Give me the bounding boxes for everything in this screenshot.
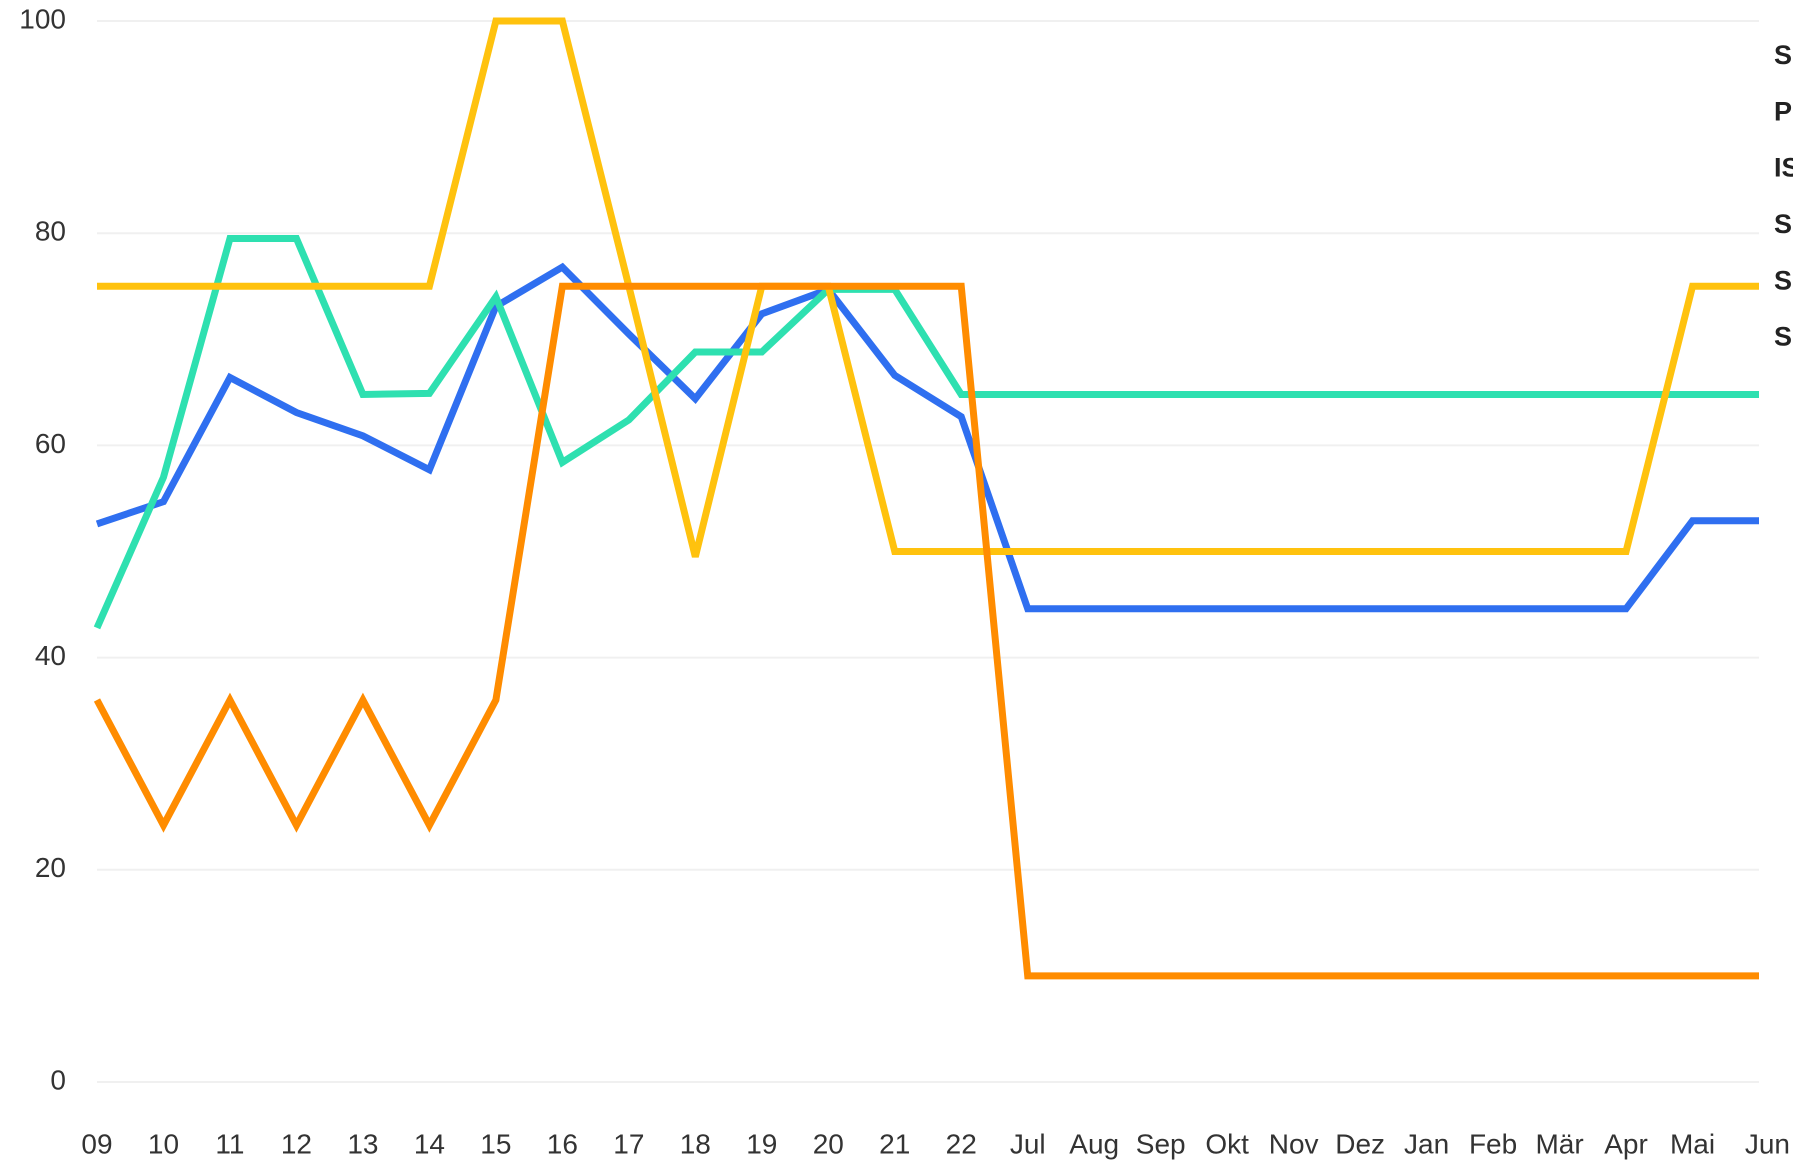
x-tick-label: 13: [347, 1128, 378, 1159]
series-line: [97, 17, 1759, 558]
x-tick-label: 14: [414, 1128, 445, 1159]
x-tick-label: Okt: [1205, 1128, 1249, 1159]
x-tick-label: 15: [480, 1128, 511, 1159]
y-tick-label: 60: [35, 428, 66, 459]
series-line: [93, 235, 1759, 630]
x-tick-label: Dez: [1335, 1128, 1385, 1159]
x-tick-label: Aug: [1069, 1128, 1119, 1159]
series-line: [93, 282, 1759, 980]
x-tick-label: Jan: [1404, 1128, 1449, 1159]
x-tick-label: 09: [81, 1128, 112, 1159]
x-tick-label: Sep: [1136, 1128, 1186, 1159]
series-line: [95, 262, 1759, 613]
x-tick-label: 21: [879, 1128, 910, 1159]
x-tick-label: Jun: [1745, 1128, 1790, 1159]
x-tick-label: 11: [215, 1128, 244, 1159]
legend-label: P: [1774, 96, 1792, 126]
y-tick-label: 80: [35, 216, 66, 247]
legend-label: S: [1774, 209, 1792, 239]
x-tick-label: 17: [613, 1128, 644, 1159]
x-tick-label: Feb: [1469, 1128, 1517, 1159]
legend-label: S: [1774, 40, 1792, 70]
x-tick-label: 12: [281, 1128, 312, 1159]
y-tick-label: 100: [19, 3, 66, 34]
x-tick-label: Nov: [1269, 1128, 1319, 1159]
x-tick-label: Jul: [1010, 1128, 1046, 1159]
x-tick-label: 22: [946, 1128, 977, 1159]
y-tick-label: 20: [35, 852, 66, 883]
x-tick-label: 19: [746, 1128, 777, 1159]
legend-label: S: [1774, 322, 1792, 352]
y-tick-label: 40: [35, 640, 66, 671]
x-tick-label: Mai: [1670, 1128, 1715, 1159]
x-tick-label: Apr: [1604, 1128, 1648, 1159]
x-tick-label: 20: [813, 1128, 844, 1159]
x-tick-label: 10: [148, 1128, 179, 1159]
legend-label: IS: [1774, 153, 1793, 183]
legend-label: S: [1774, 265, 1792, 295]
y-tick-label: 0: [50, 1064, 66, 1095]
x-tick-label: 18: [680, 1128, 711, 1159]
x-tick-label: Mär: [1535, 1128, 1583, 1159]
x-tick-label: 16: [547, 1128, 578, 1159]
